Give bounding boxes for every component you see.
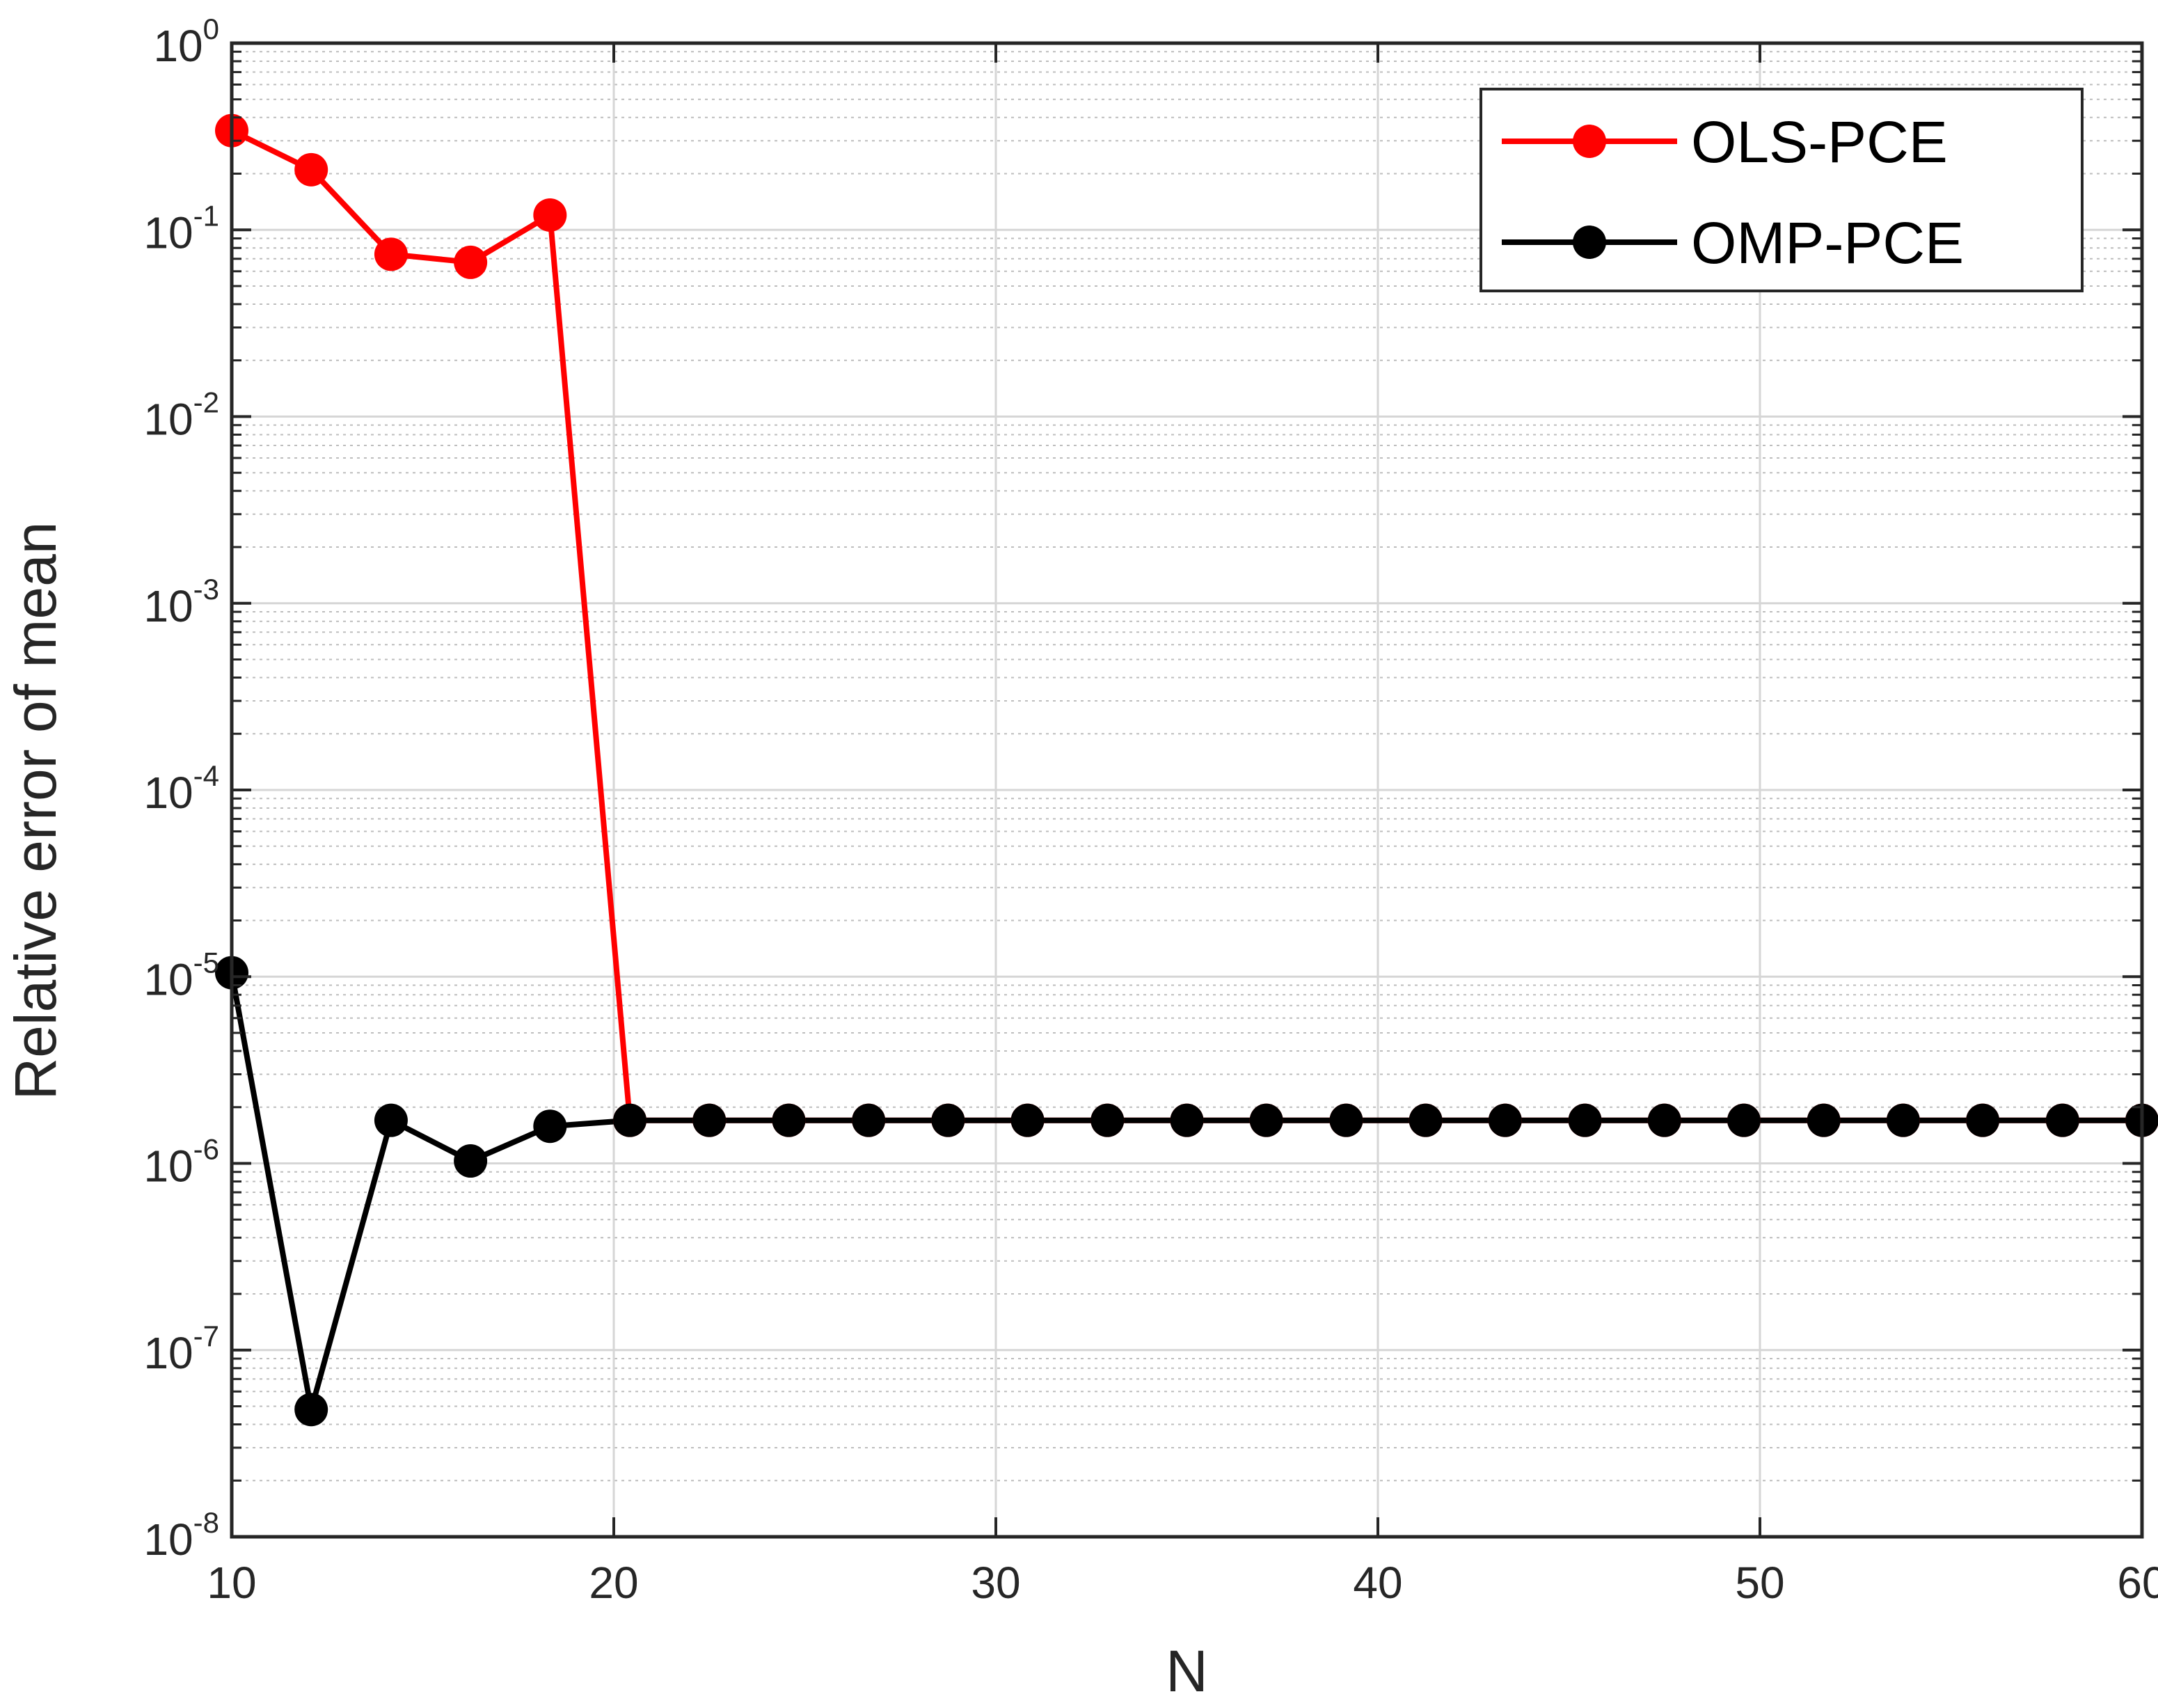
data-point-ols-pce: [374, 237, 408, 271]
data-point-omp-pce: [1329, 1103, 1363, 1137]
legend: OLS-PCE OMP-PCE: [1479, 88, 2084, 292]
data-point-omp-pce: [374, 1103, 408, 1137]
x-tick-label: 30: [971, 1558, 1020, 1608]
data-point-ols-pce: [533, 198, 567, 232]
y-tick-label: 10-3: [143, 573, 219, 631]
data-point-omp-pce: [1409, 1103, 1443, 1137]
x-tick-label: 60: [2117, 1558, 2158, 1608]
axis-ticks: [230, 42, 2143, 1538]
data-point-omp-pce: [1488, 1103, 1522, 1137]
data-point-omp-pce: [1807, 1103, 1841, 1137]
data-point-omp-pce: [1090, 1103, 1125, 1137]
x-tick-label: 10: [207, 1558, 256, 1608]
data-point-omp-pce: [533, 1109, 567, 1144]
x-tick-label: 50: [1735, 1558, 1784, 1608]
y-tick-label: 10-6: [143, 1133, 219, 1192]
data-point-ols-pce: [454, 245, 488, 279]
data-point-omp-pce: [772, 1103, 806, 1137]
legend-label-ols-pce: OLS-PCE: [1691, 109, 1948, 175]
data-point-omp-pce: [1727, 1103, 1761, 1137]
data-point-omp-pce: [692, 1103, 727, 1137]
data-point-omp-pce: [931, 1103, 965, 1137]
y-tick-label: 10-1: [143, 199, 219, 258]
data-point-omp-pce: [1647, 1103, 1681, 1137]
data-point-omp-pce: [1249, 1103, 1283, 1137]
x-tick-labels: 10 20 30 40 50 60: [207, 1558, 2158, 1608]
y-tick-labels: 10-8 10-7 10-6 10-5 10-4 10-3 10-2 10-1 100: [143, 13, 219, 1565]
data-point-omp-pce: [294, 1393, 328, 1427]
data-point-omp-pce: [1886, 1103, 1920, 1137]
legend-label-omp-pce: OMP-PCE: [1691, 210, 1964, 276]
legend-box: [1479, 88, 2084, 292]
data-point-omp-pce: [2045, 1103, 2079, 1137]
data-point-ols-pce: [294, 152, 328, 187]
data-point-omp-pce: [1966, 1103, 2000, 1137]
data-point-omp-pce: [1170, 1103, 1204, 1137]
x-axis-title: N: [1166, 1638, 1208, 1704]
data-point-omp-pce: [454, 1144, 488, 1178]
legend-marker-ols-pce: [1573, 125, 1606, 158]
data-point-omp-pce: [852, 1103, 886, 1137]
y-tick-label: 10-2: [143, 386, 219, 445]
legend-marker-omp-pce: [1573, 226, 1606, 259]
y-tick-label: 10-5: [143, 946, 219, 1004]
y-tick-label: 10-8: [143, 1506, 219, 1565]
data-point-omp-pce: [1010, 1103, 1045, 1137]
x-tick-label: 40: [1353, 1558, 1402, 1608]
data-point-omp-pce: [1568, 1103, 1602, 1137]
y-tick-label: 10-7: [143, 1320, 219, 1378]
y-tick-label: 100: [153, 13, 219, 71]
y-tick-label: 10-4: [143, 759, 219, 818]
y-axis-title: Relative error of mean: [3, 521, 68, 1100]
data-point-omp-pce: [613, 1103, 647, 1137]
x-tick-label: 20: [589, 1558, 638, 1608]
